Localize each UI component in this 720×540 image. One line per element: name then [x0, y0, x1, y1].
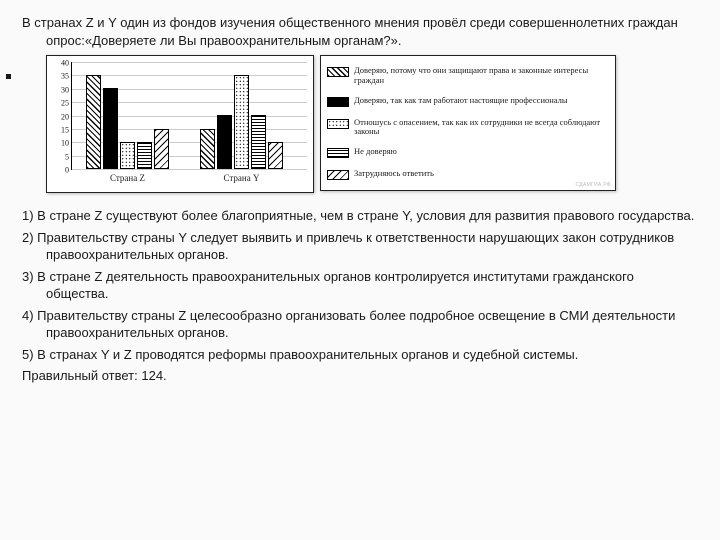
- legend-label: Отношусь с опасением, так как их сотрудн…: [354, 118, 609, 138]
- x-axis-label: Страна Y: [200, 169, 283, 183]
- question-text: В странах Z и Y один из фондов изучения …: [22, 14, 698, 49]
- chart-and-legend: 0 5 10 15 20 25 30 35 40 Страна Z Страна Y Доверяю…: [46, 55, 698, 193]
- bar-chart: 0 5 10 15 20 25 30 35 40 Страна Z Страна Y: [46, 55, 314, 193]
- bar-group: Страна Y: [200, 75, 283, 170]
- legend-box: Доверяю, потому что они защищают права и…: [320, 55, 616, 191]
- bullet-marker: [6, 74, 11, 79]
- bar: [103, 88, 118, 169]
- bar: [86, 75, 101, 170]
- legend-label: Доверяю, потому что они защищают права и…: [354, 66, 609, 86]
- y-tick-label: 40: [61, 59, 72, 68]
- legend-swatch: [327, 97, 349, 107]
- legend-item: Не доверяю: [327, 147, 609, 158]
- option-text: 2) Правительству страны Y следует выявит…: [22, 229, 698, 264]
- y-tick-label: 0: [65, 166, 72, 175]
- legend-label: Не доверяю: [354, 147, 397, 157]
- legend-swatch: [327, 148, 349, 158]
- option-text: 5) В странах Y и Z проводятся реформы пр…: [22, 346, 698, 364]
- bar: [268, 142, 283, 169]
- legend-label: Затрудняюсь ответить: [354, 169, 434, 179]
- option-text: 3) В стране Z деятельность правоохраните…: [22, 268, 698, 303]
- option-text: 1) В стране Z существуют более благоприя…: [22, 207, 698, 225]
- correct-answer: Правильный ответ: 124.: [22, 367, 698, 385]
- y-tick-label: 10: [61, 139, 72, 148]
- legend-item: Затрудняюсь ответить: [327, 169, 609, 180]
- plot-area: 0510152025303540Страна ZСтрана Y: [71, 62, 307, 170]
- legend-item: Доверяю, так как там работают настоящие …: [327, 96, 609, 107]
- legend-item: Доверяю, потому что они защищают права и…: [327, 66, 609, 86]
- watermark: СДАМГИА.РФ: [576, 182, 612, 188]
- bar-group: Страна Z: [86, 75, 169, 170]
- bar: [234, 75, 249, 170]
- y-tick-label: 5: [65, 152, 72, 161]
- bar: [200, 129, 215, 170]
- bar: [154, 129, 169, 170]
- y-tick-label: 20: [61, 112, 72, 121]
- option-text: 4) Правительству страны Z целесообразно …: [22, 307, 698, 342]
- bar: [217, 115, 232, 169]
- bar: [120, 142, 135, 169]
- y-tick-label: 15: [61, 125, 72, 134]
- legend-swatch: [327, 170, 349, 180]
- y-tick-label: 25: [61, 99, 72, 108]
- bar: [251, 115, 266, 169]
- bar: [137, 142, 152, 169]
- x-axis-label: Страна Z: [86, 169, 169, 183]
- legend-swatch: [327, 119, 349, 129]
- answer-options: 1) В стране Z существуют более благоприя…: [22, 207, 698, 363]
- legend-swatch: [327, 67, 349, 77]
- legend-label: Доверяю, так как там работают настоящие …: [354, 96, 568, 106]
- y-tick-label: 35: [61, 72, 72, 81]
- y-tick-label: 30: [61, 85, 72, 94]
- legend-item: Отношусь с опасением, так как их сотрудн…: [327, 118, 609, 138]
